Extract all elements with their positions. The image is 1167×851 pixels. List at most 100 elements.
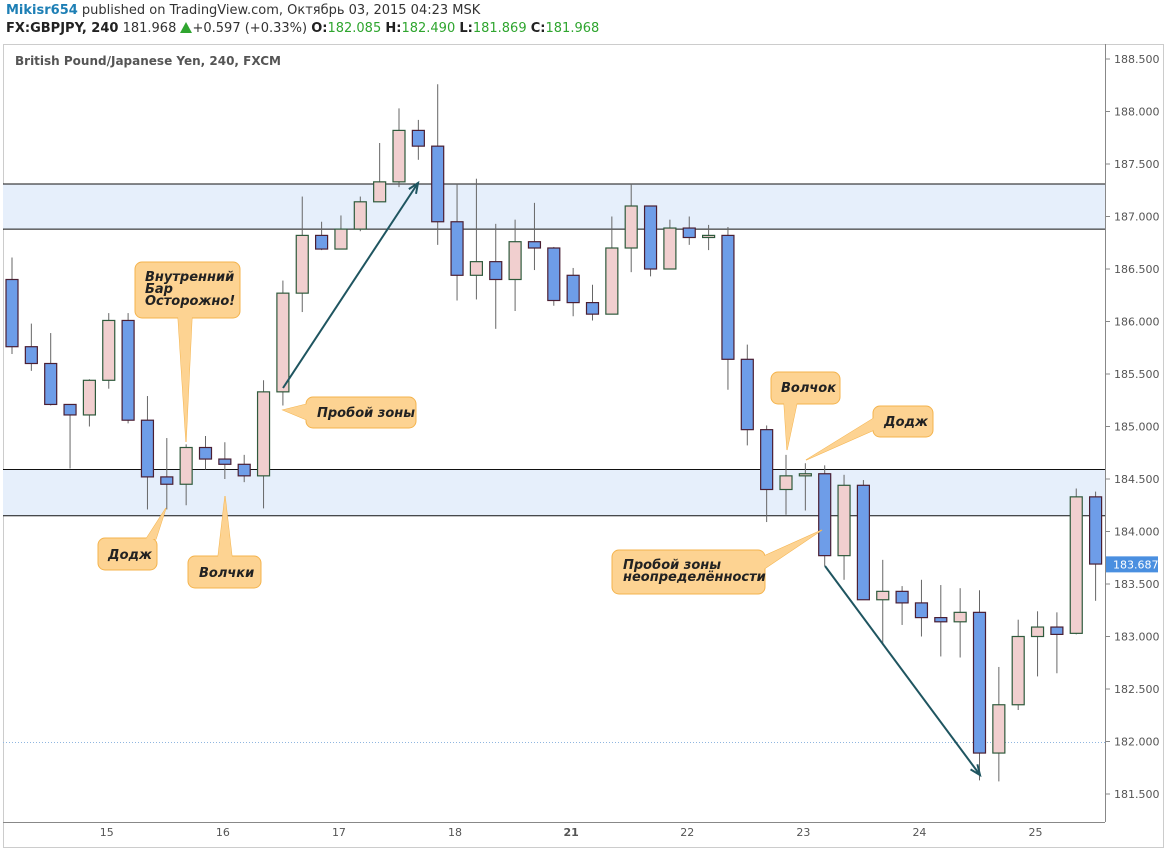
candle: [876, 559, 890, 645]
symbol-label: FX:GBPJPY, 240: [6, 21, 119, 36]
candle-body: [160, 476, 174, 485]
callout-pointer-fill: [806, 418, 874, 460]
y-tick-label: 185.000: [1114, 421, 1160, 434]
callout-box: [770, 371, 841, 405]
arrow-head-icon: [970, 764, 982, 778]
symbol-info: FX:GBPJPY, 240 181.968 +0.597 (+0.33%) O…: [6, 21, 599, 36]
y-tick-label: 185.500: [1114, 368, 1160, 381]
candle-body: [450, 221, 464, 276]
chart-frame: [3, 44, 1164, 848]
candle: [469, 178, 483, 300]
candle-body: [24, 346, 38, 365]
candle-body: [353, 201, 367, 230]
callout-annotation[interactable]: Волчок: [770, 371, 841, 451]
candle-body: [102, 319, 116, 381]
close-value: 181.968: [545, 21, 600, 36]
candle: [334, 215, 348, 250]
candle-body: [566, 274, 580, 304]
candle-body: [63, 403, 77, 416]
candle: [566, 267, 580, 317]
candle: [315, 221, 329, 251]
last-price: 181.968: [122, 21, 177, 36]
current-price-label: 183.687: [1113, 558, 1159, 571]
candle: [295, 196, 309, 313]
candle-body: [1069, 496, 1083, 634]
callout-pointer-fill: [283, 404, 307, 420]
callout-pointer-fill: [218, 496, 232, 557]
candle-body: [721, 234, 735, 360]
candle: [643, 205, 658, 277]
candle-body: [218, 458, 232, 465]
callout-annotation[interactable]: Пробой зоны: [281, 396, 417, 429]
candle-body: [295, 234, 309, 294]
callout-annotation[interactable]: Додж: [805, 405, 934, 461]
candle-body: [837, 484, 851, 557]
candle-body: [1088, 496, 1103, 565]
callout-text: Осторожно!: [145, 294, 235, 309]
candle-body: [585, 302, 600, 315]
trend-arrow[interactable]: [282, 180, 420, 389]
high-label: H:: [385, 21, 402, 36]
callout-box: [611, 549, 766, 595]
candle-body: [818, 473, 832, 557]
candle-body: [605, 247, 619, 315]
y-tick-label: 183.000: [1114, 631, 1160, 644]
candle: [373, 143, 387, 203]
up-triangle-icon: [180, 22, 193, 33]
candle: [1069, 488, 1083, 635]
trend-arrow[interactable]: [824, 565, 982, 778]
candle: [818, 465, 832, 567]
candle-body: [508, 241, 522, 281]
candle: [837, 474, 851, 580]
candle: [218, 442, 232, 479]
candle: [624, 183, 638, 273]
y-tick-label: 187.000: [1114, 211, 1160, 224]
x-tick-label: 18: [448, 826, 462, 839]
candle: [392, 108, 406, 188]
candle-body: [5, 278, 19, 348]
candle-body: [663, 227, 677, 270]
callout-pointer-fill: [764, 530, 822, 569]
candle-body: [121, 319, 135, 421]
callout-text: Внутренний: [145, 270, 234, 285]
candle: [953, 588, 967, 658]
candle-body: [256, 391, 271, 477]
candle: [585, 284, 600, 321]
callout-text: Додж: [107, 548, 153, 563]
candle-body: [701, 234, 716, 239]
candle: [895, 586, 909, 625]
candle: [856, 480, 871, 601]
candle-body: [237, 463, 251, 477]
high-value: 182.490: [401, 21, 456, 36]
candle-body: [527, 241, 542, 249]
arrow-line: [824, 565, 981, 776]
y-tick-label: 184.500: [1114, 473, 1160, 486]
callout-annotation[interactable]: Додж: [97, 507, 167, 571]
candle: [527, 202, 542, 271]
current-price-badge: [1106, 556, 1158, 573]
author-link[interactable]: Mikisr654: [6, 3, 78, 18]
candle-body: [1050, 626, 1064, 635]
open-label: O:: [311, 21, 328, 36]
candle: [1011, 619, 1025, 710]
candle: [411, 119, 425, 160]
candle: [1030, 611, 1045, 677]
y-tick-label: 186.500: [1114, 263, 1160, 276]
candle: [450, 183, 464, 301]
x-tick-label: 24: [912, 826, 926, 839]
low-value: 181.869: [472, 21, 527, 36]
callout-pointer-fill: [146, 508, 166, 539]
candle-body: [547, 247, 561, 302]
candle: [663, 219, 677, 270]
candle: [489, 223, 503, 329]
candle-body: [798, 473, 812, 477]
callout-pointer-fill: [784, 403, 797, 450]
callout-text: Пробой зоны: [623, 558, 721, 573]
arrow-line: [282, 182, 419, 389]
y-tick-label: 183.500: [1114, 578, 1160, 591]
candle: [237, 454, 251, 483]
callout-annotation[interactable]: Волчки: [187, 495, 262, 589]
